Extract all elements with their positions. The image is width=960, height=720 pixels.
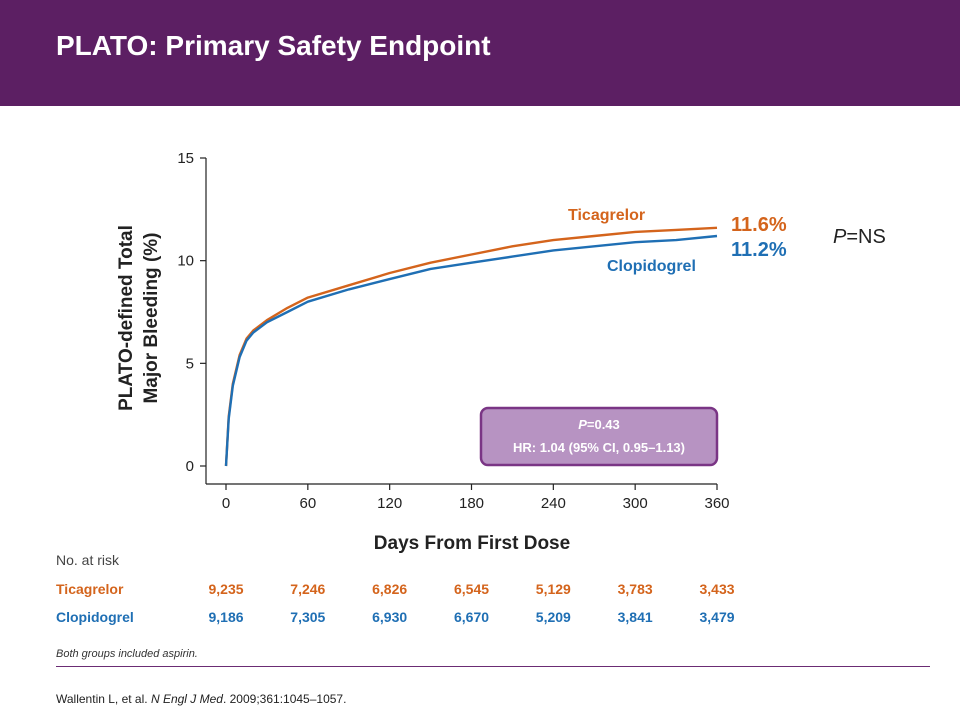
risk-row-name-ticagrelor: Ticagrelor	[56, 581, 124, 597]
y-tick-label-5: 5	[186, 355, 194, 372]
risk-value-clopidogrel-day-60: 7,305	[290, 609, 326, 625]
risk-value-ticagrelor-day-60: 7,246	[290, 581, 326, 597]
risk-row-name-clopidogrel: Clopidogrel	[56, 609, 134, 625]
x-tick-label-180: 180	[459, 495, 484, 512]
y-axis-label-line1: PLATO-defined Total	[116, 225, 137, 411]
series-line-clopidogrel	[224, 234, 718, 467]
risk-value-clopidogrel-day-360: 3,479	[699, 609, 735, 625]
citation-authors: Wallentin L, et al.	[56, 692, 151, 706]
p-value-ns-p: P	[833, 226, 847, 248]
citation-journal: N Engl J Med	[150, 692, 223, 706]
x-axis-label: Days From First Dose	[374, 533, 570, 554]
stats-box-p: P=0.43	[578, 417, 620, 432]
x-tick-label-0: 0	[222, 495, 230, 512]
series-label-clopidogrel: Clopidogrel	[607, 258, 696, 275]
p-value-ns-value: =NS	[846, 226, 885, 248]
risk-value-clopidogrel-day-300: 3,841	[617, 609, 653, 625]
risk-value-ticagrelor-day-180: 6,545	[453, 581, 490, 597]
y-axis-label-line2: Major Bleeding (%)	[141, 232, 162, 403]
y-tick-label-15: 15	[177, 150, 194, 167]
stats-box	[479, 406, 719, 467]
stats-box-p-value: =0.43	[587, 417, 620, 432]
end-label-ticagrelor: 11.6%	[731, 214, 787, 236]
slide-title: PLATO: Primary Safety Endpoint	[56, 30, 491, 61]
risk-value-ticagrelor-day-240: 5,129	[535, 581, 571, 597]
risk-value-ticagrelor-day-0: 9,235	[208, 581, 244, 597]
end-label-clopidogrel: 11.2%	[731, 239, 787, 261]
risk-value-clopidogrel-day-0: 9,186	[208, 609, 244, 625]
x-tick-label-240: 240	[541, 495, 566, 512]
citation: Wallentin L, et al. N Engl J Med. 2009;3…	[56, 692, 346, 706]
stats-box-hr: HR: 1.04 (95% CI, 0.95–1.13)	[513, 440, 685, 455]
risk-value-ticagrelor-day-300: 3,783	[617, 581, 653, 597]
p-value-ns: P=NS	[833, 226, 886, 248]
risk-value-clopidogrel-day-180: 6,670	[453, 609, 490, 625]
title-bar: PLATO: Primary Safety Endpoint	[0, 0, 960, 106]
risk-value-ticagrelor-day-120: 6,826	[372, 581, 408, 597]
x-tick-label-360: 360	[704, 495, 729, 512]
risk-value-ticagrelor-day-360: 3,433	[699, 581, 735, 597]
footnote: Both groups included aspirin.	[56, 648, 198, 660]
risk-value-clopidogrel-day-120: 6,930	[372, 609, 408, 625]
x-tick-label-300: 300	[623, 495, 648, 512]
y-tick-label-0: 0	[186, 458, 194, 475]
risk-table-label: No. at risk	[56, 552, 120, 568]
x-tick-label-60: 60	[299, 495, 316, 512]
risk-value-clopidogrel-day-240: 5,209	[535, 609, 571, 625]
series-label-ticagrelor: Ticagrelor	[568, 207, 645, 224]
x-tick-label-120: 120	[377, 495, 402, 512]
citation-details: . 2009;361:1045–1057.	[222, 692, 347, 706]
y-tick-label-10: 10	[177, 253, 194, 270]
divider	[56, 666, 930, 667]
stats-box-p-label: P	[578, 417, 587, 432]
